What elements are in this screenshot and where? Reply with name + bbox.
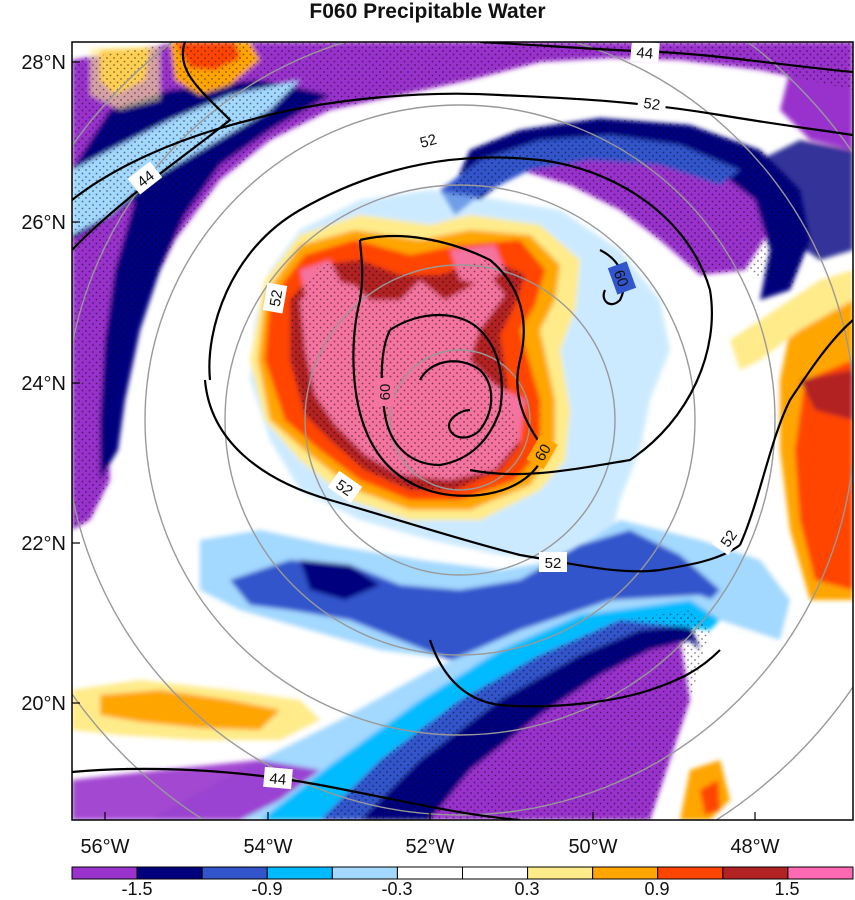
contour-60-inner xyxy=(380,314,503,467)
red-patch-southeast xyxy=(700,780,720,815)
contour-label-text: 60 xyxy=(377,384,394,401)
range-ring-4 xyxy=(144,104,776,736)
lightyellow-patch-east xyxy=(730,270,853,370)
tick-marks xyxy=(72,61,756,820)
map-title: F060 Precipitable Water xyxy=(309,0,546,23)
contour-label-text: 60 xyxy=(532,441,555,464)
navy-patch-south xyxy=(300,560,380,600)
lon-label-54w: 54°W xyxy=(243,836,292,858)
contour-label-52-northwest: 52 xyxy=(411,126,445,154)
range-ring-1 xyxy=(389,349,531,491)
contour-label-text: 52 xyxy=(332,476,355,499)
lon-label-52w: 52°W xyxy=(405,836,454,858)
colorbar-box xyxy=(266,866,333,880)
blue-band-south xyxy=(230,530,720,660)
lon-label-56w: 56°W xyxy=(80,836,129,858)
contour-label-60-core: 60 xyxy=(374,378,394,406)
contour-label-52-north: 52 xyxy=(636,91,668,115)
contour-44-north xyxy=(479,42,853,74)
colorbar-labels: -1.5 -0.9 -0.3 0.3 0.9 1.5 xyxy=(121,879,799,899)
contour-52-southwest xyxy=(203,379,741,573)
contour-60-storm xyxy=(352,234,547,497)
colorbar-label-0-9: 0.9 xyxy=(644,879,669,899)
colorbar-box xyxy=(331,866,398,880)
colorbar-label-1-5: 1.5 xyxy=(774,879,799,899)
contour-label-text: 44 xyxy=(636,44,654,62)
lon-label-50w: 50°W xyxy=(568,836,617,858)
contour-52-outer xyxy=(72,92,853,201)
contour-52-south xyxy=(428,639,721,708)
contour-label-text: 52 xyxy=(267,289,287,308)
plot-frame xyxy=(71,41,854,821)
orange-patch-southwest xyxy=(100,690,280,730)
contour-52-storm xyxy=(208,156,713,476)
stipple-northwest xyxy=(72,42,853,530)
contour-label-44-north: 44 xyxy=(630,42,660,64)
colorbar-label-0-3: 0.3 xyxy=(514,879,539,899)
contour-label-text: 52 xyxy=(545,555,562,572)
colorbar-box xyxy=(201,866,268,880)
contour-label-44-northwest: 44 xyxy=(127,161,163,195)
darkred-band-east xyxy=(800,370,853,420)
colorbar-box xyxy=(592,866,659,880)
lat-label-28n: 28°N xyxy=(21,52,66,74)
lat-label-26n: 26°N xyxy=(21,212,66,234)
contour-label-text: 52 xyxy=(642,95,661,114)
contour-label-52-southwest: 52 xyxy=(327,470,363,504)
colorbar-box xyxy=(462,866,529,880)
contour-60-core xyxy=(419,360,493,439)
contour-label-text: 60 xyxy=(610,268,632,289)
colorbar xyxy=(71,866,854,880)
contour-labels: 44 44 44 52 52 52 xyxy=(127,42,745,790)
colorbar-label-neg-1-5: -1.5 xyxy=(121,879,152,899)
lat-label-20n: 20°N xyxy=(21,693,66,715)
colorbar-box xyxy=(722,866,789,880)
contour-label-text: 44 xyxy=(134,167,158,191)
colorbar-label-neg-0-3: -0.3 xyxy=(381,879,412,899)
lon-label-48w: 48°W xyxy=(730,836,779,858)
colorbar-box xyxy=(787,866,854,880)
contour-label-60-southeast: 60 xyxy=(526,434,558,470)
lat-label-24n: 24°N xyxy=(21,373,66,395)
contour-44-south xyxy=(72,767,521,820)
contour-label-60-northeast: 60 xyxy=(607,261,637,295)
range-ring-3 xyxy=(224,184,696,656)
contour-label-52-east: 52 xyxy=(711,520,745,556)
colorbar-box xyxy=(136,866,203,880)
lightblue-band-southeast xyxy=(150,595,740,820)
contour-label-44-south: 44 xyxy=(263,766,293,790)
latitude-axis: 28°N 26°N 24°N 22°N 20°N xyxy=(21,52,66,715)
longitude-axis: 56°W 54°W 52°W 50°W 48°W xyxy=(80,836,779,858)
colorbar-box xyxy=(71,866,138,880)
contour-lines xyxy=(72,42,853,820)
contour-label-text: 52 xyxy=(717,527,740,550)
range-ring-5 xyxy=(72,42,853,816)
contour-label-52-south: 52 xyxy=(539,552,567,572)
contour-label-text: 44 xyxy=(269,770,287,788)
colorbar-box xyxy=(527,866,594,880)
lat-label-22n: 22°N xyxy=(21,533,66,555)
contour-52-east xyxy=(738,319,853,546)
colorbar-label-neg-0-9: -0.9 xyxy=(251,879,282,899)
contour-60-northeast xyxy=(599,249,625,306)
contour-label-52-west: 52 xyxy=(262,282,288,314)
navy-patch-northeast xyxy=(760,140,853,260)
colorbar-box xyxy=(657,866,724,880)
contour-label-text: 52 xyxy=(418,131,439,152)
range-ring-2 xyxy=(304,264,616,576)
stipple-southeast xyxy=(320,610,710,820)
colorbar-box xyxy=(396,866,463,880)
